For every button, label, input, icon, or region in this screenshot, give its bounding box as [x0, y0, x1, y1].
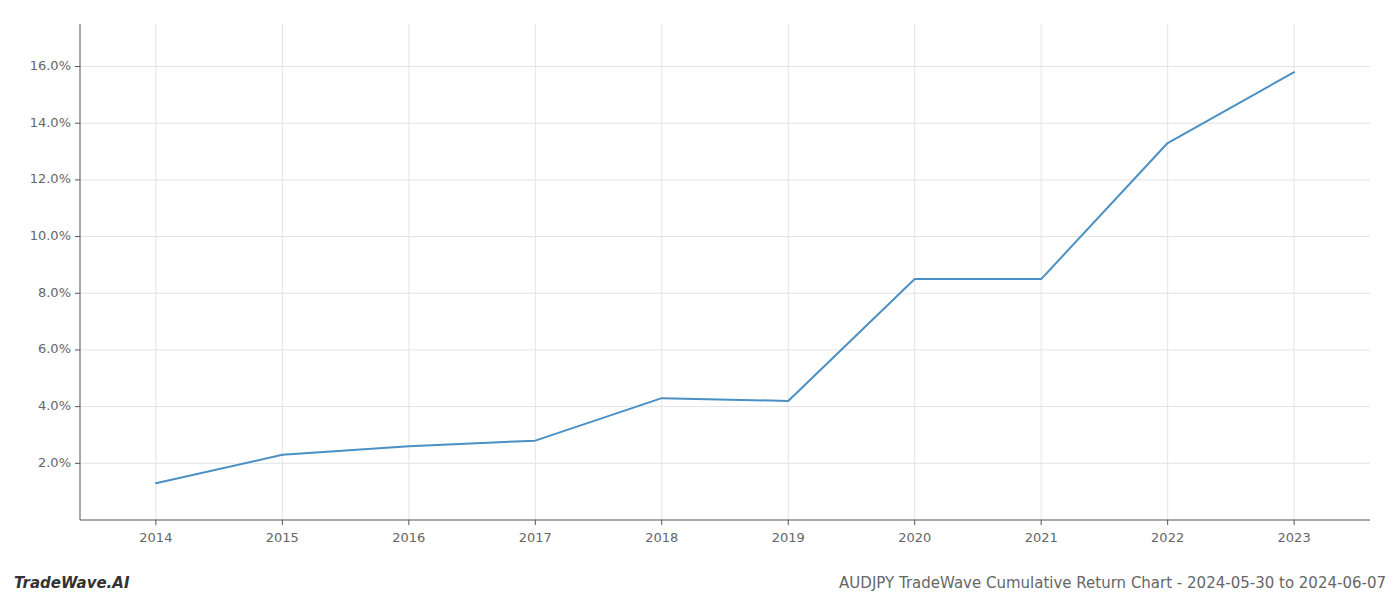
y-grid-line: [80, 293, 1370, 294]
x-tick-label: 2019: [772, 530, 805, 545]
y-tick: [75, 349, 80, 350]
x-tick: [661, 520, 662, 525]
x-tick-label: 2017: [519, 530, 552, 545]
x-grid-line: [155, 24, 156, 520]
y-tick-label: 2.0%: [38, 455, 71, 470]
chart: 2.0% 4.0% 6.0% 8.0% 10.0% 12.0% 14.0% 16.0% 2014…: [0, 0, 1400, 600]
x-tick: [788, 520, 789, 525]
y-tick: [75, 66, 80, 67]
y-tick-label: 14.0%: [30, 115, 71, 130]
x-grid-line: [788, 24, 789, 520]
y-grid-line: [80, 66, 1370, 67]
x-tick: [408, 520, 409, 525]
x-tick-label: 2021: [1025, 530, 1058, 545]
y-grid-line: [80, 349, 1370, 350]
x-tick-label: 2015: [266, 530, 299, 545]
title: AUDJPY TradeWave Cumulative Return Chart…: [839, 574, 1386, 592]
texts: TradeWave.AI AUDJPY TradeWave Cumulative …: [14, 574, 1386, 592]
y-axis-line: [80, 24, 81, 520]
x-tick: [282, 520, 283, 525]
y-tick-label: 16.0%: [30, 58, 71, 73]
x-tick-label: 2016: [392, 530, 425, 545]
y-tick: [75, 123, 80, 124]
x-grid-line: [1041, 24, 1042, 520]
x-tick-label: 2014: [139, 530, 172, 545]
x-tick-label: 2022: [1151, 530, 1184, 545]
y-tick-label: 8.0%: [38, 285, 71, 300]
x-tick-label: 2023: [1278, 530, 1311, 545]
x-grid-line: [535, 24, 536, 520]
axes: 2.0% 4.0% 6.0% 8.0% 10.0% 12.0% 14.0% 16.0% 2014…: [30, 24, 1370, 545]
y-grid-line: [80, 179, 1370, 180]
y-tick: [75, 236, 80, 237]
x-grid-line: [1294, 24, 1295, 520]
x-tick: [1167, 520, 1168, 525]
x-axis-line: [80, 520, 1370, 521]
grid: [80, 24, 1370, 520]
y-grid-line: [80, 406, 1370, 407]
y-grid-line: [80, 123, 1370, 124]
line-series: [156, 72, 1294, 483]
y-tick: [75, 179, 80, 180]
x-tick: [1294, 520, 1295, 525]
watermark: TradeWave.AI: [14, 574, 130, 592]
x-grid-line: [914, 24, 915, 520]
plot-data: [156, 72, 1294, 483]
y-tick-label: 12.0%: [30, 171, 71, 186]
y-tick-label: 4.0%: [38, 398, 71, 413]
x-tick: [155, 520, 156, 525]
x-tick-label: 2020: [898, 530, 931, 545]
y-tick: [75, 293, 80, 294]
x-tick: [535, 520, 536, 525]
x-tick-label: 2018: [645, 530, 678, 545]
x-grid-line: [661, 24, 662, 520]
x-tick: [1041, 520, 1042, 525]
x-tick: [914, 520, 915, 525]
y-grid-line: [80, 463, 1370, 464]
x-grid-line: [1167, 24, 1168, 520]
x-grid-line: [282, 24, 283, 520]
y-tick-label: 10.0%: [30, 228, 71, 243]
y-grid-line: [80, 236, 1370, 237]
y-tick-label: 6.0%: [38, 341, 71, 356]
y-tick: [75, 463, 80, 464]
y-tick: [75, 406, 80, 407]
